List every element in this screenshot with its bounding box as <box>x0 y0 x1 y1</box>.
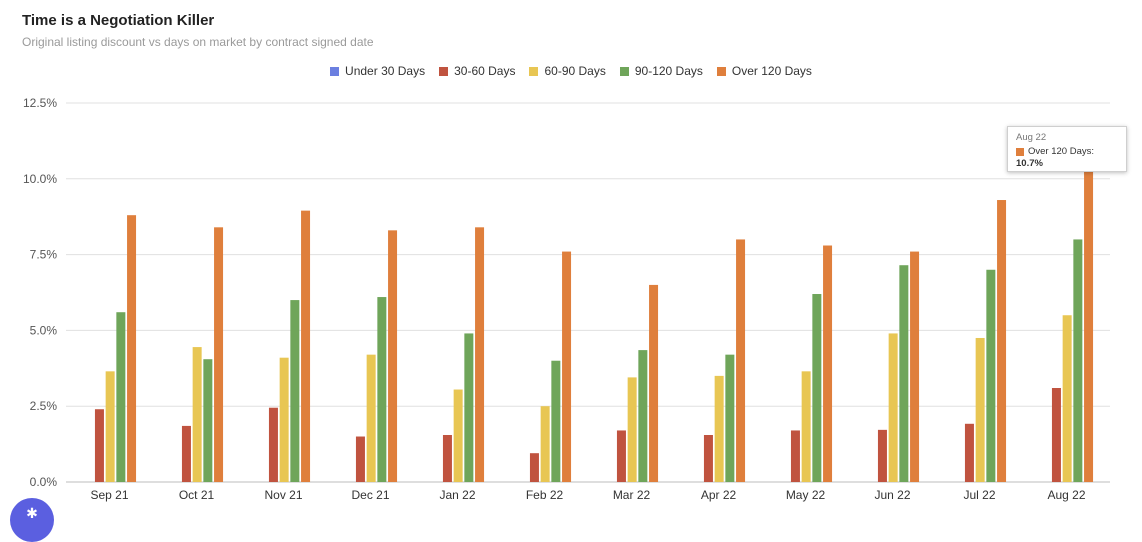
bar[interactable] <box>540 406 550 482</box>
bar[interactable] <box>214 227 224 482</box>
legend-label: Over 120 Days <box>731 64 812 78</box>
legend-item[interactable]: Under 30 Days <box>330 64 425 78</box>
bar[interactable] <box>627 377 637 482</box>
bar[interactable] <box>997 200 1007 483</box>
x-tick-label: Apr 22 <box>701 488 737 502</box>
bar[interactable] <box>986 269 996 482</box>
x-tick-label: Feb 22 <box>526 488 564 502</box>
legend-swatch <box>529 66 539 76</box>
bar[interactable] <box>453 389 463 482</box>
bar[interactable] <box>910 251 920 482</box>
bar[interactable] <box>388 230 398 482</box>
bar[interactable] <box>616 430 626 482</box>
bar[interactable] <box>790 430 800 482</box>
bar[interactable] <box>192 347 202 482</box>
bar[interactable] <box>529 453 539 482</box>
x-tick-label: May 22 <box>786 488 826 502</box>
y-tick-label: 5.0% <box>30 323 58 337</box>
bar-chart: 0.0% 2.5% 5.0% 7.5% 10.0% 12.5% Sep 21 Oct 21 No… <box>23 96 1110 502</box>
bar[interactable] <box>116 312 126 482</box>
y-tick-label: 7.5% <box>30 248 58 262</box>
bar[interactable] <box>127 215 137 482</box>
bar[interactable] <box>203 359 213 482</box>
legend-swatch <box>619 66 629 76</box>
bar[interactable] <box>268 407 278 482</box>
legend-label: 90-120 Days <box>634 64 703 78</box>
legend-swatch <box>439 66 449 76</box>
bar[interactable] <box>964 423 974 482</box>
bar[interactable] <box>181 425 191 482</box>
legend-item[interactable]: 90-120 Days <box>619 64 703 78</box>
chart-subtitle: Original listing discount vs days on mar… <box>22 35 374 49</box>
legend-item[interactable]: 60-90 Days <box>529 64 606 78</box>
x-tick-label: Jun 22 <box>874 488 910 502</box>
tooltip-series: Over 120 Days: <box>1028 146 1094 157</box>
bar[interactable] <box>279 357 289 482</box>
bar[interactable] <box>1084 157 1094 483</box>
legend-swatch <box>716 66 726 76</box>
x-tick-label: Oct 21 <box>179 488 215 502</box>
bar[interactable] <box>1051 388 1061 482</box>
bar[interactable] <box>736 239 746 482</box>
bar[interactable] <box>105 371 115 482</box>
bar[interactable] <box>94 409 104 482</box>
legend-label: 30-60 Days <box>454 64 516 78</box>
bar[interactable] <box>355 436 365 482</box>
bar[interactable] <box>801 371 811 482</box>
bar[interactable] <box>714 375 724 482</box>
legend-item[interactable]: Over 120 Days <box>716 64 812 78</box>
y-tick-label: 2.5% <box>30 399 58 413</box>
bar[interactable] <box>649 284 659 482</box>
x-tick-label: Mar 22 <box>613 488 651 502</box>
x-tick-label: Nov 21 <box>264 488 302 502</box>
tooltip-category: Aug 22 <box>1016 132 1047 143</box>
bar[interactable] <box>377 297 387 482</box>
bar[interactable] <box>725 354 735 482</box>
tooltip-value: 10.7% <box>1016 158 1043 169</box>
x-tick-label: Dec 21 <box>351 488 389 502</box>
y-tick-label: 12.5% <box>23 96 57 110</box>
tooltip-swatch <box>1016 147 1024 156</box>
chart-tooltip: Aug 22 Over 120 Days: 10.7% <box>1007 126 1127 172</box>
bar[interactable] <box>475 227 485 482</box>
bar[interactable] <box>464 333 474 482</box>
bar[interactable] <box>442 435 452 482</box>
bar[interactable] <box>562 251 572 482</box>
legend-item[interactable]: 30-60 Days <box>439 64 515 78</box>
x-tick-label: Jan 22 <box>439 488 475 502</box>
bar[interactable] <box>877 429 887 482</box>
x-tick-label: Jul 22 <box>963 488 995 502</box>
bar[interactable] <box>638 350 648 482</box>
bar[interactable] <box>366 354 376 482</box>
legend-swatch <box>330 66 340 76</box>
bar[interactable] <box>703 435 713 482</box>
bar[interactable] <box>899 265 909 482</box>
chart-legend: Under 30 Days 30-60 Days 60-90 Days 90-120 … <box>0 64 1142 78</box>
bar[interactable] <box>1073 239 1083 482</box>
legend-label: Under 30 Days <box>345 64 426 78</box>
bar[interactable] <box>888 333 898 482</box>
y-tick-label: 0.0% <box>30 475 58 489</box>
bar[interactable] <box>975 337 985 482</box>
bar[interactable] <box>812 294 822 482</box>
bar[interactable] <box>551 360 561 482</box>
x-tick-label: Aug 22 <box>1047 488 1085 502</box>
bar[interactable] <box>823 245 833 482</box>
bar[interactable] <box>290 300 300 482</box>
legend-label: 60-90 Days <box>544 64 606 78</box>
chart-title: Time is a Negotiation Killer <box>22 12 215 29</box>
bar[interactable] <box>301 210 311 483</box>
settings-icon[interactable]: ✱ <box>10 498 54 542</box>
x-tick-label: Sep 21 <box>90 488 128 502</box>
bar[interactable] <box>1062 315 1072 482</box>
y-tick-label: 10.0% <box>23 172 57 186</box>
